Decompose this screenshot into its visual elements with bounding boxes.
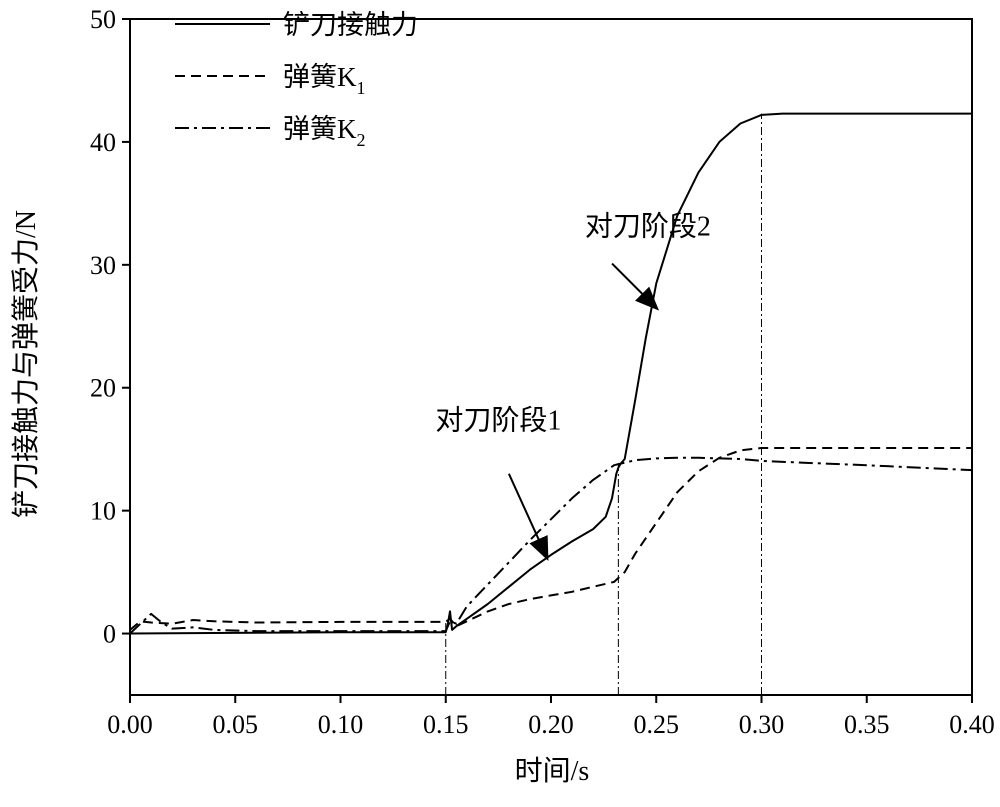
y-axis: 0 10 20 30 40 50 [90, 5, 130, 649]
series-line-3 [129, 456, 973, 635]
series-line-2 [129, 447, 972, 631]
series-line-1 [129, 112, 972, 635]
x-tick-label: 0.40 [949, 710, 995, 739]
legend-label: 弹簧K2 [283, 114, 366, 150]
plot-area-border [129, 18, 973, 696]
x-tick-label: 0.25 [634, 710, 680, 739]
x-tick-label: 0.00 [107, 710, 153, 739]
x-tick-label: 0.35 [844, 710, 890, 739]
y-axis-title: 铲刀接触力与弹簧受力/N [10, 210, 42, 518]
y-tick-label: 30 [90, 251, 116, 280]
x-tick-label: 0.30 [739, 710, 785, 739]
y-tick-label: 10 [90, 497, 116, 526]
reference-lines [445, 113, 762, 695]
y-tick-label: 50 [90, 5, 116, 34]
annotation-arrow [611, 262, 660, 311]
x-tick-label: 0.20 [528, 710, 574, 739]
annotation-arrow [507, 473, 549, 561]
legend-label: 铲刀接触力 [283, 10, 418, 40]
annotation-label: 对刀阶段2 [585, 210, 711, 242]
y-tick-label: 40 [90, 128, 116, 157]
x-axis-title: 时间/s [515, 755, 590, 787]
x-tick-label: 0.05 [213, 710, 259, 739]
x-tick-label: 0.10 [318, 710, 364, 739]
annotations: 对刀阶段1 对刀阶段2 [435, 210, 711, 561]
plot-frame [129, 18, 973, 696]
y-tick-label: 0 [103, 620, 116, 649]
y-tick-label: 20 [90, 374, 116, 403]
series-layer [129, 112, 973, 635]
legend-label: 弹簧K1 [283, 62, 366, 98]
x-tick-label: 0.15 [423, 710, 469, 739]
annotation-label: 对刀阶段1 [435, 405, 561, 437]
x-axis: 0.00 0.05 0.10 0.15 0.20 0.25 0.30 0.35 0.40 [107, 695, 995, 739]
